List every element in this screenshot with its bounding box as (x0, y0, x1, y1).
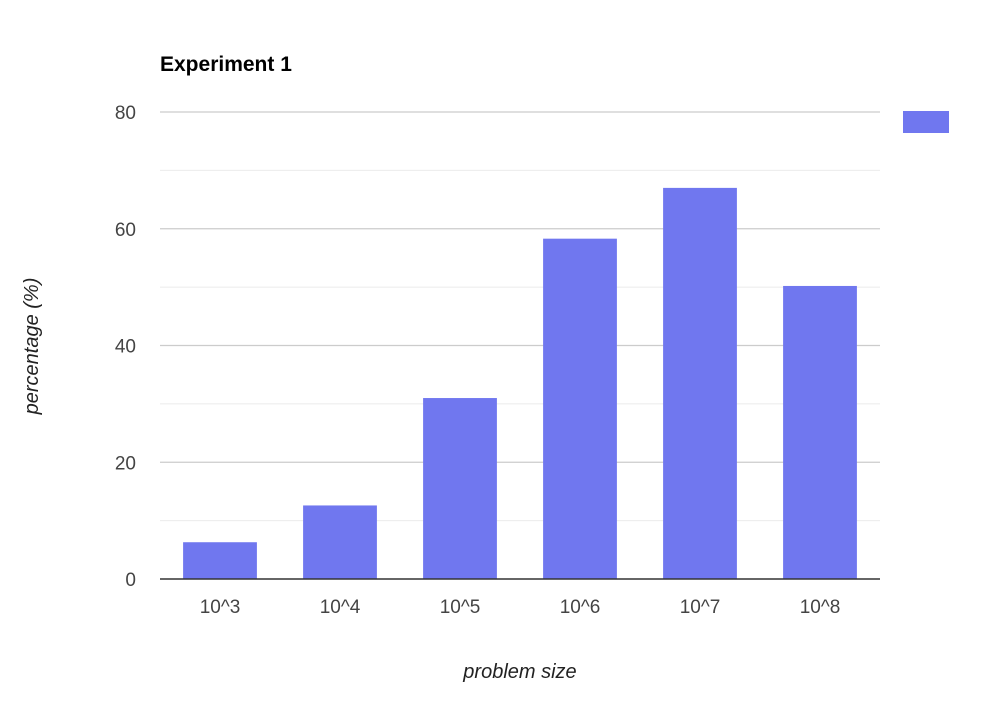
x-axis-ticks: 10^3 10^4 10^5 10^6 10^7 10^8 (200, 597, 841, 618)
bar-3 (543, 238, 617, 579)
grid-lines (160, 111, 880, 522)
x-tick-label: 10^8 (800, 597, 841, 618)
bar-0 (183, 542, 257, 579)
x-tick-label: 10^3 (200, 597, 241, 618)
bar-5 (783, 285, 857, 579)
y-tick-label: 60 (115, 220, 136, 241)
x-tick-label: 10^4 (320, 597, 361, 618)
y-tick-label: 20 (115, 453, 136, 474)
x-tick-label: 10^6 (560, 597, 601, 618)
bars (183, 187, 857, 579)
y-tick-label: 0 (125, 570, 136, 591)
y-axis-ticks: 0 20 40 60 80 (115, 103, 136, 591)
legend-swatch (903, 111, 949, 133)
y-tick-label: 80 (115, 103, 136, 124)
x-axis-title: problem size (462, 661, 576, 683)
x-tick-label: 10^5 (440, 597, 481, 618)
bar-2 (423, 398, 497, 579)
y-axis-title: percentage (%) (21, 278, 43, 416)
bar-1 (303, 505, 377, 579)
y-tick-label: 40 (115, 337, 136, 358)
chart-title: Experiment 1 (160, 53, 292, 76)
x-tick-label: 10^7 (680, 597, 721, 618)
bar-4 (663, 187, 737, 579)
